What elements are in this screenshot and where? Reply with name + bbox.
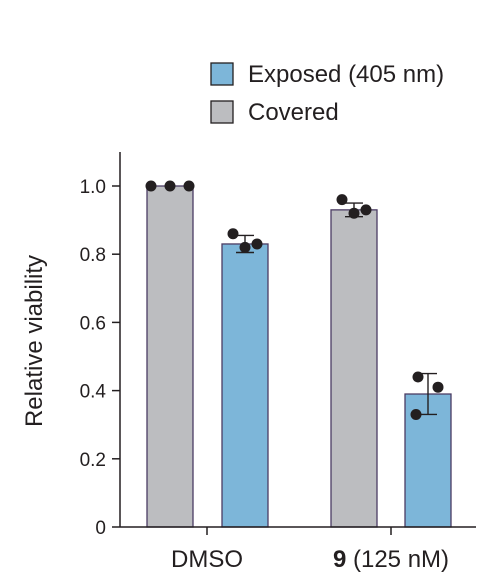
legend-label: Covered (248, 99, 339, 126)
data-point (360, 204, 372, 216)
bars (145, 180, 452, 528)
y-tick-label: 0.6 (80, 313, 106, 334)
bar-covered (146, 185, 194, 528)
legend-swatch-covered (210, 100, 234, 124)
y-tick-label: 0.4 (80, 382, 107, 403)
data-point (410, 408, 422, 420)
y-tick-label: 0.8 (80, 245, 106, 266)
x-category-label-text: DMSO (171, 546, 243, 573)
legend-label: Exposed (405 nm) (248, 61, 444, 88)
data-point (227, 228, 239, 240)
data-point (412, 371, 424, 383)
x-category-label: DMSO (171, 546, 243, 573)
data-point (183, 180, 195, 192)
x-category-label: 9 (125 nM) (333, 546, 449, 573)
x-category-label-bold: 9 (333, 546, 346, 573)
y-tick-label: 0.2 (80, 450, 106, 471)
y-axis-title: Relative viability (21, 255, 48, 427)
data-point (336, 194, 348, 206)
data-point (251, 238, 263, 250)
y-axis: 0 0.2 0.4 0.6 0.8 1.0 (80, 152, 121, 539)
data-point (432, 381, 444, 393)
bar-covered (330, 209, 378, 528)
data-point (348, 207, 360, 219)
data-point (164, 180, 176, 192)
bar-exposed-405-nm (221, 243, 269, 528)
y-tick-label: 0 (95, 518, 106, 539)
y-tick-label: 1.0 (80, 177, 106, 198)
data-point (239, 241, 251, 253)
data-point (145, 180, 157, 192)
x-category-label-text: (125 nM) (346, 546, 449, 573)
legend: Exposed (405 nm) Covered (210, 61, 444, 126)
legend-swatch-exposed-405-nm (210, 62, 234, 86)
x-axis: DMSO 9 (125 nM) (120, 526, 476, 573)
